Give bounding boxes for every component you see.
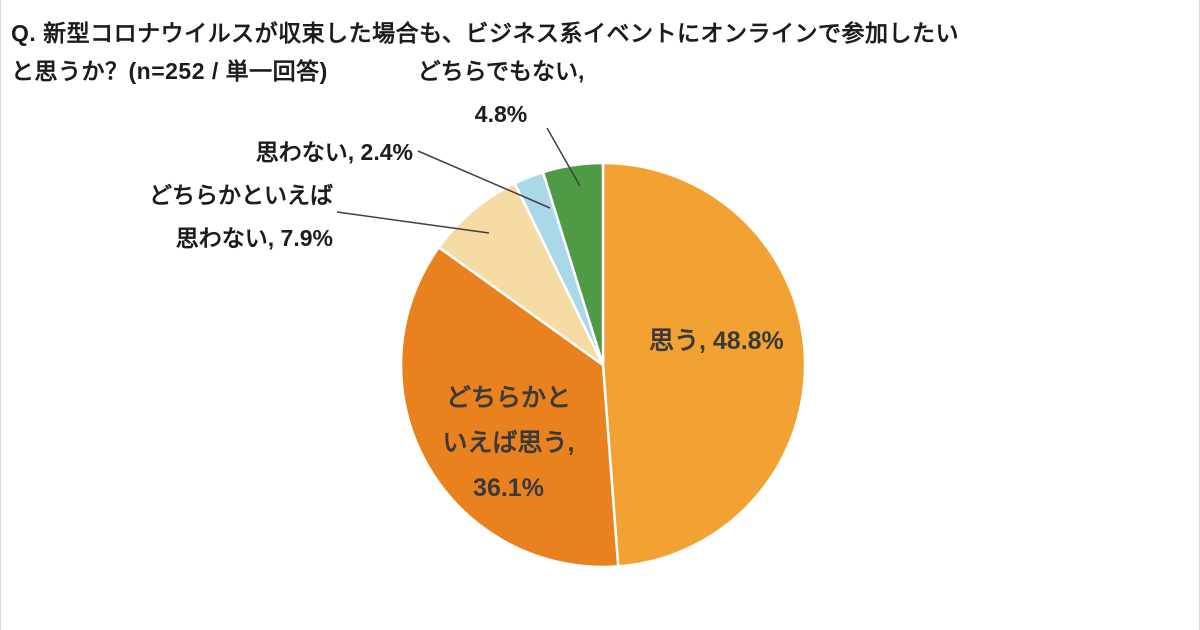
leader-line-disagree (417, 150, 551, 209)
label-somewhat-disagree: どちらかといえば 思わない, 7.9% (101, 174, 333, 260)
pie-slice-5 (541, 161, 605, 367)
label-neither: どちらでもない, 4.8% (401, 50, 601, 136)
pie-slice-1 (601, 161, 807, 568)
label-somewhat-agree-line2: いえば思う, (442, 429, 575, 457)
label-neither-line2: 4.8% (474, 101, 528, 127)
chart-title: Q. 新型コロナウイルスが収束した場合も、ビジネス系イベントにオンラインで参加し… (11, 14, 959, 90)
leader-lines (336, 127, 581, 234)
label-somewhat-agree-line3: 36.1% (473, 474, 544, 502)
leader-line-neither (546, 127, 581, 187)
pie-slice-3 (437, 182, 605, 367)
leader-line-somewhat-disagree (336, 211, 490, 234)
label-disagree: 思わない, 2.4% (181, 131, 413, 174)
label-somewhat-disagree-line1: どちらかといえば (149, 182, 333, 208)
chart-title-line2: と思うか？(n=252 / 単一回答) (11, 58, 328, 84)
chart-title-line1: Q. 新型コロナウイルスが収束した場合も、ビジネス系イベントにオンラインで参加し… (11, 20, 959, 46)
label-somewhat-agree: どちらかと いえば思う, 36.1% (426, 376, 591, 511)
label-disagree-text: 思わない, 2.4% (255, 139, 413, 165)
label-somewhat-disagree-line2: 思わない, 7.9% (175, 225, 333, 251)
label-agree: 思う, 48.8% (649, 319, 784, 363)
label-neither-line1: どちらでもない, (417, 58, 585, 84)
label-agree-text: 思う, 48.8% (649, 327, 784, 355)
label-somewhat-agree-line1: どちらかと (445, 384, 571, 412)
pie-slice-2 (399, 246, 620, 569)
pie-slices (399, 161, 807, 569)
